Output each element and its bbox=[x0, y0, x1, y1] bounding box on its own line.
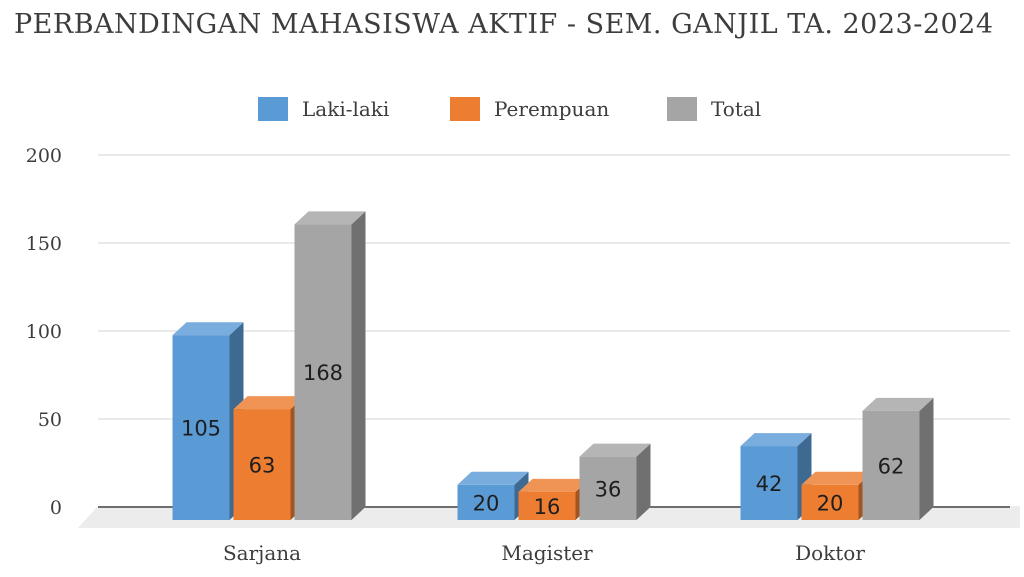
y-tick-label: 0 bbox=[50, 497, 62, 519]
data-label: 42 bbox=[756, 472, 783, 496]
bar-top bbox=[801, 471, 873, 485]
data-label: 62 bbox=[878, 454, 905, 478]
legend-label: Perempuan bbox=[494, 97, 609, 121]
bar-side bbox=[636, 443, 651, 520]
bar-top bbox=[172, 322, 244, 336]
bar-front bbox=[233, 409, 291, 520]
legend-item-laki-laki: Laki-laki bbox=[258, 97, 389, 121]
bars: 105 63 168 20 16 36 42 20 62 bbox=[172, 211, 934, 520]
bar-doktor-perempuan: 20 bbox=[801, 471, 873, 520]
bar-front bbox=[518, 491, 576, 520]
y-tick-label: 50 bbox=[38, 409, 62, 431]
legend-item-perempuan: Perempuan bbox=[450, 97, 609, 121]
x-category-label: Magister bbox=[501, 541, 593, 565]
legend: Laki-laki Perempuan Total bbox=[258, 97, 761, 121]
x-axis-categories: Sarjana Magister Doktor bbox=[223, 541, 865, 565]
bar-front bbox=[579, 456, 637, 520]
bar-front bbox=[294, 224, 352, 520]
x-category-label: Doktor bbox=[795, 541, 865, 565]
bar-top bbox=[579, 443, 651, 457]
bar-top bbox=[294, 211, 366, 225]
bar-top bbox=[233, 396, 305, 410]
bar-front bbox=[172, 335, 230, 520]
chart-title: PERBANDINGAN MAHASISWA AKTIF - SEM. GANJ… bbox=[14, 9, 994, 40]
legend-label: Total bbox=[711, 97, 761, 121]
bar-top bbox=[457, 471, 529, 485]
bar-magister-total: 36 bbox=[579, 443, 651, 520]
bar-top bbox=[862, 397, 934, 411]
data-label: 20 bbox=[817, 491, 844, 515]
bar-side bbox=[351, 211, 366, 520]
bar-front bbox=[801, 484, 859, 520]
y-tick-label: 200 bbox=[26, 145, 62, 167]
bar-magister-perempuan: 16 bbox=[518, 478, 590, 520]
data-label: 105 bbox=[181, 417, 221, 441]
legend-swatch bbox=[450, 97, 480, 121]
bar-front bbox=[862, 410, 920, 520]
data-label: 168 bbox=[303, 361, 343, 385]
bar-doktor-total: 62 bbox=[862, 397, 934, 520]
legend-swatch bbox=[667, 97, 697, 121]
legend-label: Laki-laki bbox=[302, 97, 389, 121]
y-tick-label: 100 bbox=[26, 321, 62, 343]
bar-doktor-laki-laki: 42 bbox=[740, 433, 812, 520]
y-tick-label: 150 bbox=[26, 233, 62, 255]
data-label: 36 bbox=[595, 477, 622, 501]
bar-side bbox=[919, 397, 934, 520]
bar-sarjana-perempuan: 63 bbox=[233, 396, 305, 520]
bar-magister-laki-laki: 20 bbox=[457, 471, 529, 520]
bar-top bbox=[740, 433, 812, 447]
bar-top bbox=[518, 478, 590, 492]
bar-sarjana-total: 168 bbox=[294, 211, 366, 520]
legend-item-total: Total bbox=[667, 97, 761, 121]
legend-swatch bbox=[258, 97, 288, 121]
data-label: 63 bbox=[249, 454, 276, 478]
data-label: 20 bbox=[473, 491, 500, 515]
y-axis-ticks: 0 50 100 150 200 bbox=[26, 145, 62, 519]
bar-sarjana-laki-laki: 105 bbox=[172, 322, 244, 520]
data-label: 16 bbox=[534, 495, 561, 519]
bar-front bbox=[740, 446, 798, 520]
x-category-label: Sarjana bbox=[223, 541, 301, 565]
bar-front bbox=[457, 484, 515, 520]
